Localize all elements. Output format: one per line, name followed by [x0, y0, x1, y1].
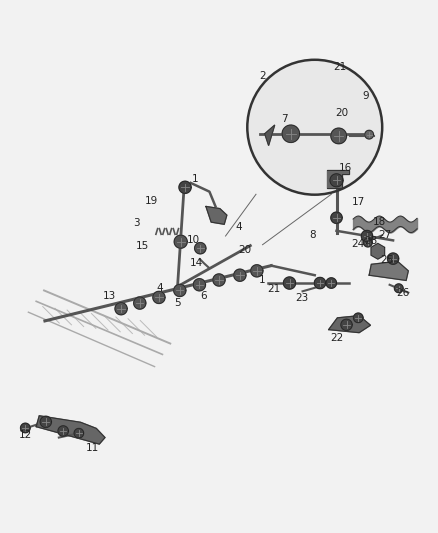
Text: 15: 15	[136, 240, 149, 251]
Text: 1: 1	[259, 276, 266, 286]
Text: 27: 27	[378, 230, 391, 240]
Polygon shape	[282, 125, 300, 142]
Polygon shape	[328, 316, 371, 333]
Polygon shape	[330, 174, 343, 187]
Polygon shape	[21, 423, 30, 433]
Polygon shape	[74, 429, 84, 438]
Polygon shape	[193, 279, 205, 291]
Polygon shape	[153, 292, 165, 303]
Polygon shape	[369, 261, 408, 280]
Text: 23: 23	[295, 293, 308, 303]
Text: 11: 11	[86, 443, 99, 454]
Polygon shape	[283, 277, 296, 289]
Polygon shape	[234, 269, 246, 281]
Polygon shape	[115, 303, 127, 315]
Text: 13: 13	[102, 291, 116, 301]
Polygon shape	[365, 130, 374, 139]
Polygon shape	[361, 230, 373, 241]
Polygon shape	[265, 125, 275, 146]
Text: 26: 26	[396, 288, 409, 298]
Text: 21: 21	[333, 62, 346, 72]
Text: 4: 4	[157, 283, 163, 293]
Text: 20: 20	[335, 108, 348, 118]
Polygon shape	[326, 278, 336, 288]
Polygon shape	[331, 212, 342, 223]
Text: 14: 14	[190, 258, 203, 268]
Polygon shape	[194, 243, 206, 254]
Polygon shape	[213, 274, 225, 286]
Text: 21: 21	[267, 284, 280, 294]
Polygon shape	[371, 244, 385, 259]
Text: 17: 17	[352, 197, 365, 207]
Polygon shape	[206, 206, 227, 224]
Text: 16: 16	[339, 163, 352, 173]
Text: 4: 4	[235, 222, 242, 232]
Text: 5: 5	[174, 298, 181, 309]
Polygon shape	[36, 416, 105, 444]
Text: 20: 20	[239, 245, 252, 255]
Polygon shape	[134, 297, 146, 309]
Text: 2: 2	[259, 71, 266, 81]
Text: 19: 19	[145, 196, 158, 206]
Text: 3: 3	[133, 218, 140, 228]
Text: 18: 18	[373, 217, 386, 227]
Polygon shape	[174, 284, 186, 296]
Polygon shape	[174, 235, 187, 248]
Text: 1: 1	[192, 174, 198, 184]
Text: 22: 22	[330, 333, 343, 343]
Text: 9: 9	[363, 91, 369, 101]
Polygon shape	[331, 128, 346, 144]
Text: 28: 28	[365, 236, 378, 246]
Polygon shape	[327, 170, 349, 188]
Text: 7: 7	[281, 114, 288, 124]
Polygon shape	[395, 284, 403, 293]
Text: 24: 24	[352, 239, 365, 249]
Text: 6: 6	[201, 291, 207, 301]
Polygon shape	[58, 426, 68, 436]
Polygon shape	[40, 416, 51, 427]
Text: 10: 10	[186, 235, 199, 245]
Polygon shape	[179, 181, 191, 193]
Polygon shape	[341, 319, 352, 330]
Polygon shape	[314, 277, 325, 289]
Polygon shape	[388, 253, 399, 264]
Circle shape	[247, 60, 382, 195]
Polygon shape	[353, 313, 363, 322]
Polygon shape	[251, 265, 263, 277]
Text: 12: 12	[19, 430, 32, 440]
Text: 25: 25	[380, 255, 393, 265]
Text: 8: 8	[309, 230, 316, 240]
Polygon shape	[364, 238, 372, 247]
